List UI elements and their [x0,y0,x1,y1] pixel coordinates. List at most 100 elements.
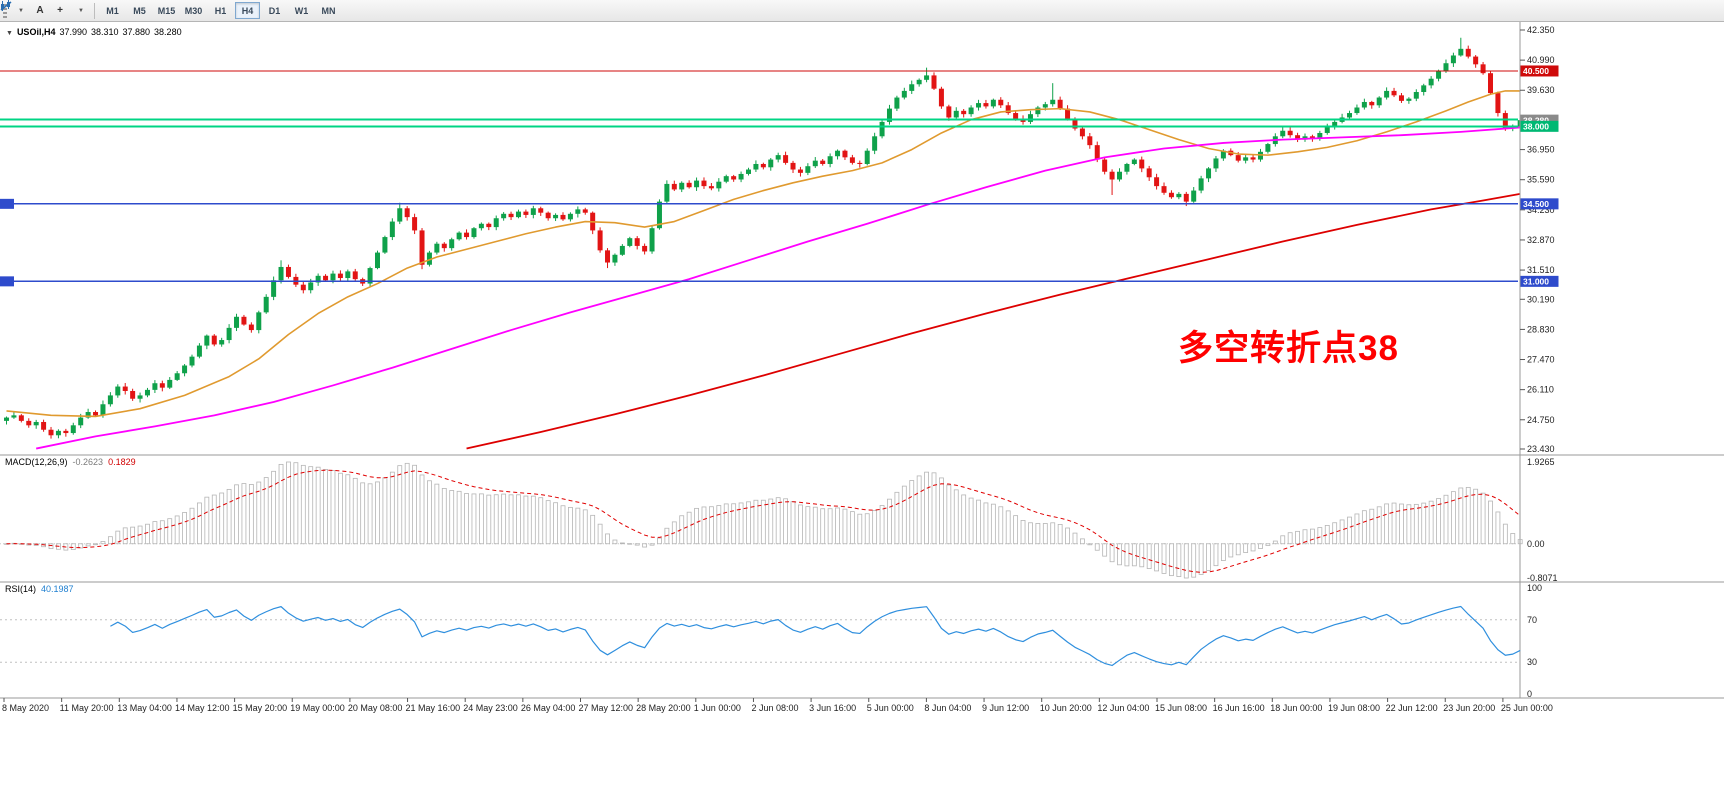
time-label: 28 May 20:00 [636,703,691,713]
horizontal-line-marker[interactable] [0,198,14,209]
timeframe-h4-button[interactable]: H4 [235,2,260,19]
time-label: 13 May 04:00 [117,703,172,713]
price-tag-label: 38.000 [1523,122,1549,132]
quote-low: 37.880 [122,27,151,37]
time-label: 10 Jun 20:00 [1040,703,1092,713]
timeframe-d1-button[interactable]: D1 [262,2,287,19]
ma-slow-red [466,192,1521,450]
rsi-value: 40.1987 [41,584,74,594]
time-label: 2 Jun 08:00 [751,703,798,713]
toolbar-separator [94,2,95,19]
price-tick-label: 24.750 [1527,415,1555,425]
time-label: 23 Jun 20:00 [1443,703,1495,713]
ma-fast-orange [6,90,1521,418]
price-tag-label: 34.500 [1523,199,1549,209]
time-label: 19 Jun 08:00 [1328,703,1380,713]
quote-high: 38.310 [90,27,119,37]
chart-canvas[interactable] [0,22,1518,455]
macd-histogram [4,461,1523,579]
macd-signal-value: 0.1829 [108,457,136,467]
price-tick-label: 34.230 [1527,205,1555,215]
time-label: 18 Jun 00:00 [1270,703,1322,713]
rsi-indicator-label: RSI(14) 40.1987 [5,584,79,594]
time-axis[interactable] [3,698,1504,702]
toolbar-grip[interactable] [3,3,7,18]
price-tick-label: 40.990 [1527,55,1555,65]
price-tag-box [1520,120,1559,132]
time-label: 11 May 20:00 [60,703,114,713]
chevron-down-icon: ▼ [78,7,84,14]
macd-signal-line [6,469,1521,573]
price-tick-label: 32.870 [1527,235,1555,245]
macd-axis-label: 1.9265 [1527,457,1555,467]
time-label: 5 Jun 00:00 [867,703,914,713]
symbol-ohlc-readout: ▼ USOil,H4 37.990 38.310 37.880 38.280 [6,27,186,37]
line-studies-button[interactable]: ▼ [0,1,90,20]
time-label: 25 Jun 00:00 [1501,703,1553,713]
chart-annotation-text[interactable]: 多空转折点38 [1178,329,1399,368]
rsi-line [110,605,1521,667]
time-label: 16 Jun 16:00 [1213,703,1265,713]
time-label: 12 Jun 04:00 [1097,703,1149,713]
timeframe-h1-button[interactable]: H1 [208,2,233,19]
price-tag-label: 38.280 [1523,115,1549,125]
price-tick-label: 35.590 [1527,175,1555,185]
time-label: 24 May 23:00 [463,703,518,713]
time-label: 8 Jun 04:00 [924,703,971,713]
symbol-name: USOil,H4 [16,27,56,37]
price-tick-label: 28.830 [1527,324,1555,334]
timeframe-w1-button[interactable]: W1 [289,2,314,19]
time-label: 19 May 00:00 [290,703,345,713]
price-tag-label: 31.000 [1523,277,1549,287]
macd-axis-label: 0.00 [1527,539,1545,549]
timeframe-mn-button[interactable]: MN [316,2,341,19]
chevron-down-icon[interactable]: ▼ [6,30,13,37]
macd-indicator-label: MACD(12,26,9) -0.2623 0.1829 [5,457,141,467]
time-label: 20 May 08:00 [348,703,403,713]
rsi-axis-label: 0 [1527,689,1532,699]
time-label: 26 May 04:00 [521,703,576,713]
price-tag-label: 40.500 [1523,66,1549,76]
time-label: 21 May 16:00 [406,703,461,713]
time-label: 14 May 12:00 [175,703,230,713]
timeframe-m1-button[interactable]: M1 [100,2,125,19]
chart-type-button[interactable]: ▼ [1,0,30,20]
horizontal-line-marker[interactable] [0,276,14,287]
time-label: 8 May 2020 [2,703,49,713]
toolbar: ▼ A + ▼ M1 M5 M15 M30 H1 H4 D1 W1 MN [0,0,1724,22]
macd-name: MACD(12,26,9) [5,457,68,467]
price-tag-box [1520,198,1559,210]
price-tick-label: 27.470 [1527,355,1555,365]
price-tick-label: 42.350 [1527,25,1555,35]
price-tick-label: 31.510 [1527,265,1555,275]
candles-layer [4,37,1523,439]
text-tool-button[interactable]: A [30,2,50,20]
text-tool-label: A [36,5,44,16]
macd-main-value: -0.2623 [72,457,104,467]
quote-close: 38.280 [154,27,182,37]
macd-axis-label: -0.8071 [1527,573,1558,583]
price-tag-box [1520,114,1559,126]
time-label: 27 May 12:00 [579,703,634,713]
crosshair-tool-button[interactable]: + [50,2,70,20]
timeframe-m5-button[interactable]: M5 [127,2,152,19]
time-label: 22 Jun 12:00 [1386,703,1438,713]
price-tick-label: 23.430 [1527,444,1555,454]
quote-open: 37.990 [59,27,87,37]
timeframe-m15-button[interactable]: M15 [154,2,179,19]
time-label: 1 Jun 00:00 [694,703,741,713]
price-tick-label: 39.630 [1527,85,1555,95]
time-label: 15 May 20:00 [233,703,288,713]
time-label: 9 Jun 12:00 [982,703,1029,713]
ma-mid-magenta [35,126,1521,450]
rsi-name: RSI(14) [5,584,37,594]
price-tag-box [1520,275,1559,287]
time-label: 3 Jun 16:00 [809,703,856,713]
price-tick-label: 30.190 [1527,294,1555,304]
rsi-axis-label: 100 [1527,583,1542,593]
timeframe-m30-button[interactable]: M30 [181,2,206,19]
rsi-axis-label: 70 [1527,615,1537,625]
rsi-axis-label: 30 [1527,657,1537,667]
